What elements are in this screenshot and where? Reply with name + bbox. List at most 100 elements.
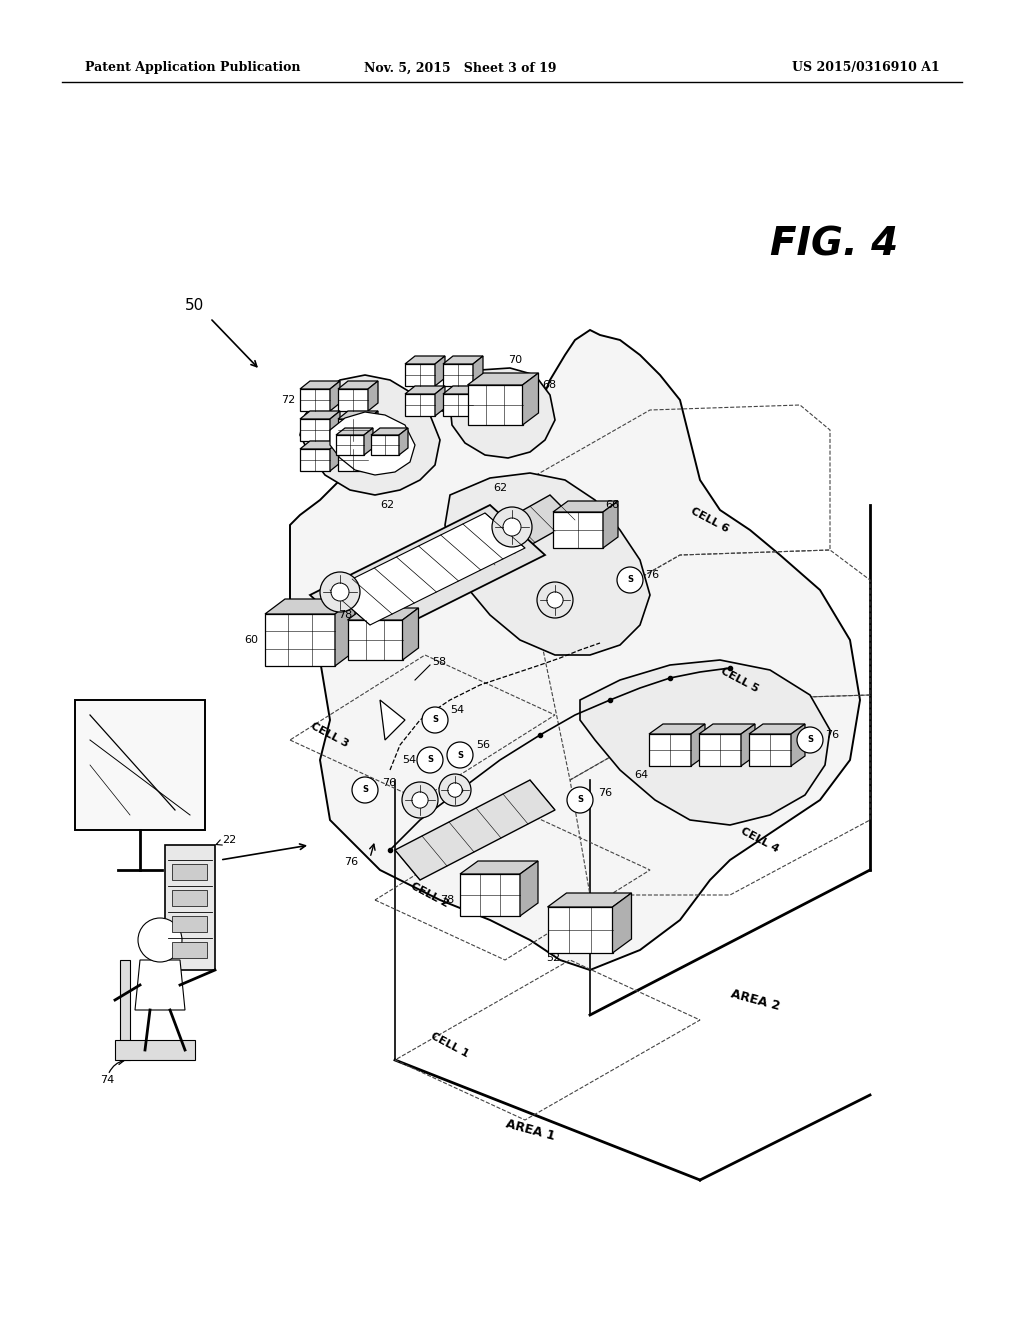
Polygon shape [520, 861, 538, 916]
Circle shape [447, 783, 462, 797]
Polygon shape [300, 449, 330, 471]
Polygon shape [371, 436, 399, 455]
Text: 74: 74 [100, 1074, 115, 1085]
Polygon shape [435, 356, 445, 385]
Circle shape [417, 747, 443, 774]
Polygon shape [364, 428, 373, 455]
Text: S: S [362, 785, 368, 795]
Polygon shape [135, 960, 185, 1010]
Polygon shape [336, 428, 373, 436]
Circle shape [503, 517, 521, 536]
Text: S: S [457, 751, 463, 759]
Polygon shape [300, 418, 330, 441]
Circle shape [567, 787, 593, 813]
Polygon shape [368, 441, 378, 471]
Polygon shape [330, 513, 525, 624]
Polygon shape [443, 356, 483, 364]
Text: 50: 50 [185, 297, 205, 313]
Polygon shape [691, 723, 705, 766]
Polygon shape [338, 449, 368, 471]
Text: CELL 2: CELL 2 [410, 880, 451, 909]
Polygon shape [445, 473, 650, 655]
Polygon shape [406, 393, 435, 416]
Polygon shape [468, 374, 539, 385]
Circle shape [138, 917, 182, 962]
Polygon shape [347, 609, 419, 620]
Text: AREA 2: AREA 2 [729, 987, 781, 1012]
Bar [172, 890, 207, 906]
Bar [172, 942, 207, 958]
Polygon shape [300, 441, 340, 449]
Polygon shape [443, 393, 473, 416]
Polygon shape [406, 385, 445, 393]
Polygon shape [300, 389, 330, 411]
Polygon shape [553, 502, 618, 512]
Polygon shape [300, 381, 340, 389]
Circle shape [447, 742, 473, 768]
Polygon shape [553, 512, 603, 548]
Circle shape [319, 572, 360, 612]
Polygon shape [338, 418, 368, 441]
Text: CELL 3: CELL 3 [309, 721, 350, 748]
Text: S: S [807, 735, 813, 744]
Polygon shape [435, 385, 445, 416]
Text: FIG. 4: FIG. 4 [770, 226, 898, 264]
Polygon shape [699, 723, 755, 734]
Polygon shape [290, 330, 860, 970]
Circle shape [412, 792, 428, 808]
Text: 78: 78 [338, 610, 352, 620]
Text: Nov. 5, 2015   Sheet 3 of 19: Nov. 5, 2015 Sheet 3 of 19 [364, 62, 556, 74]
Text: 76: 76 [382, 777, 396, 788]
Polygon shape [450, 368, 555, 458]
Bar [172, 865, 207, 880]
Text: CELL 1: CELL 1 [429, 1031, 471, 1059]
Polygon shape [335, 599, 355, 667]
Polygon shape [548, 907, 612, 953]
Text: 58: 58 [432, 657, 446, 667]
Polygon shape [115, 1040, 195, 1060]
Text: 72: 72 [281, 395, 295, 405]
Text: 62: 62 [380, 500, 394, 510]
Polygon shape [468, 385, 522, 425]
Text: 22: 22 [222, 836, 237, 845]
Polygon shape [75, 700, 205, 830]
Polygon shape [443, 385, 483, 393]
Polygon shape [522, 374, 539, 425]
Polygon shape [470, 495, 575, 565]
Polygon shape [603, 502, 618, 548]
Polygon shape [548, 894, 632, 907]
Polygon shape [265, 599, 355, 614]
Text: 64: 64 [634, 770, 648, 780]
Polygon shape [336, 436, 364, 455]
Polygon shape [473, 356, 483, 385]
Text: 76: 76 [825, 730, 839, 741]
Polygon shape [460, 874, 520, 916]
Text: 62: 62 [493, 483, 507, 492]
Polygon shape [368, 411, 378, 441]
Polygon shape [330, 411, 340, 441]
Polygon shape [649, 723, 705, 734]
Polygon shape [380, 700, 406, 741]
Bar [172, 916, 207, 932]
Text: AREA 1: AREA 1 [504, 1117, 556, 1143]
Text: 76: 76 [598, 788, 612, 799]
Text: CELL 6: CELL 6 [689, 506, 731, 535]
Polygon shape [300, 375, 440, 495]
Polygon shape [338, 411, 378, 418]
Polygon shape [347, 620, 402, 660]
Text: 76: 76 [645, 570, 659, 579]
Text: US 2015/0316910 A1: US 2015/0316910 A1 [793, 62, 940, 74]
Polygon shape [649, 734, 691, 766]
Polygon shape [580, 660, 830, 825]
Circle shape [547, 591, 563, 609]
Text: 76: 76 [344, 857, 358, 867]
Polygon shape [749, 723, 805, 734]
Polygon shape [330, 441, 340, 471]
Polygon shape [406, 364, 435, 385]
Text: 68: 68 [542, 380, 556, 389]
Polygon shape [330, 381, 340, 411]
Polygon shape [612, 894, 632, 953]
Text: S: S [627, 576, 633, 585]
Polygon shape [443, 364, 473, 385]
Polygon shape [310, 506, 545, 645]
